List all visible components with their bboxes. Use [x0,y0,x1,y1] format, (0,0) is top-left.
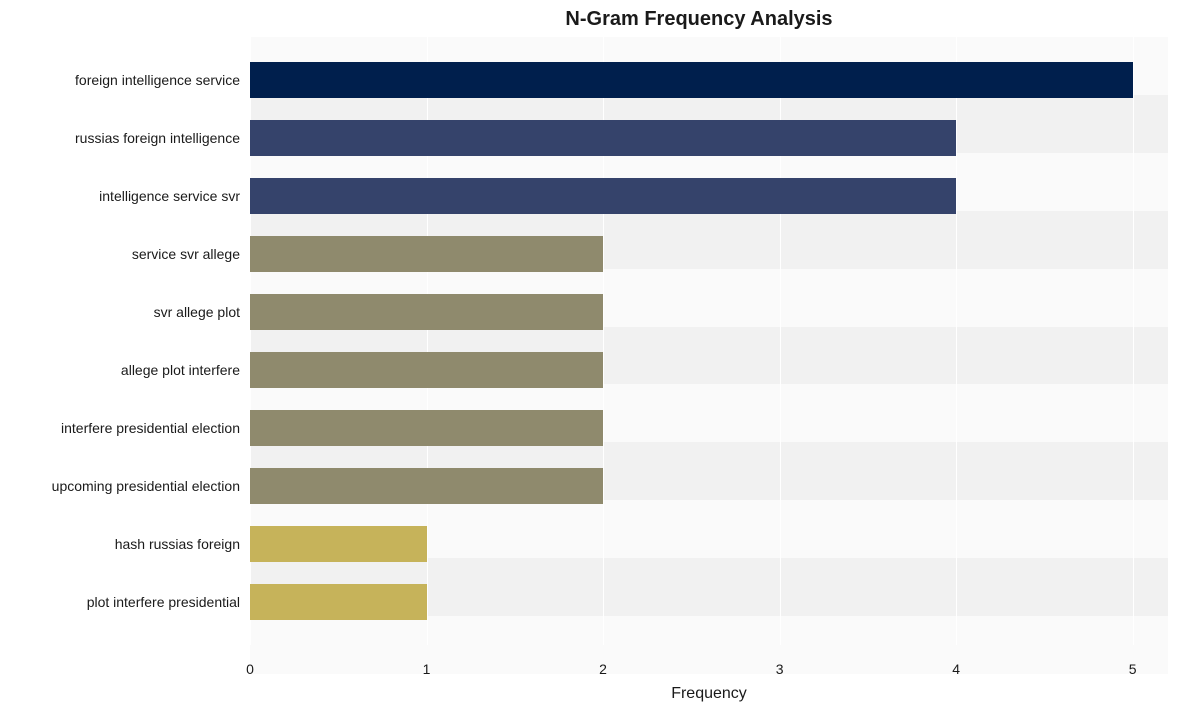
y-tick-label: interfere presidential election [61,420,240,436]
bar [250,178,956,214]
bar [250,294,603,330]
bar [250,468,603,504]
bar [250,410,603,446]
x-tick-label: 2 [599,661,607,677]
gridline [956,37,957,645]
x-tick-label: 1 [423,661,431,677]
y-tick-label: upcoming presidential election [52,478,240,494]
x-tick-label: 5 [1129,661,1137,677]
y-tick-label: plot interfere presidential [87,594,240,610]
bar [250,352,603,388]
bars-panel [250,37,1168,645]
y-tick-label: foreign intelligence service [75,72,240,88]
y-tick-label: allege plot interfere [121,362,240,378]
y-tick-label: hash russias foreign [115,536,240,552]
x-tick-label: 3 [776,661,784,677]
x-tick-label: 4 [952,661,960,677]
y-tick-label: svr allege plot [154,304,240,320]
y-axis-labels: foreign intelligence service russias fore… [10,37,250,645]
bar [250,62,1133,98]
chart-title: N-Gram Frequency Analysis [10,8,1168,31]
plot-area: foreign intelligence service russias fore… [10,37,1168,657]
bar [250,584,427,620]
bar [250,526,427,562]
bar [250,120,956,156]
chart-container: N-Gram Frequency Analysis foreign intell… [0,0,1178,701]
bar [250,236,603,272]
y-tick-label: russias foreign intelligence [75,130,240,146]
x-axis-label: Frequency [671,685,747,703]
x-axis: Frequency 012345 [250,657,1168,707]
y-tick-label: service svr allege [132,246,240,262]
gridline [1133,37,1134,645]
y-tick-label: intelligence service svr [99,188,240,204]
x-tick-label: 0 [246,661,254,677]
